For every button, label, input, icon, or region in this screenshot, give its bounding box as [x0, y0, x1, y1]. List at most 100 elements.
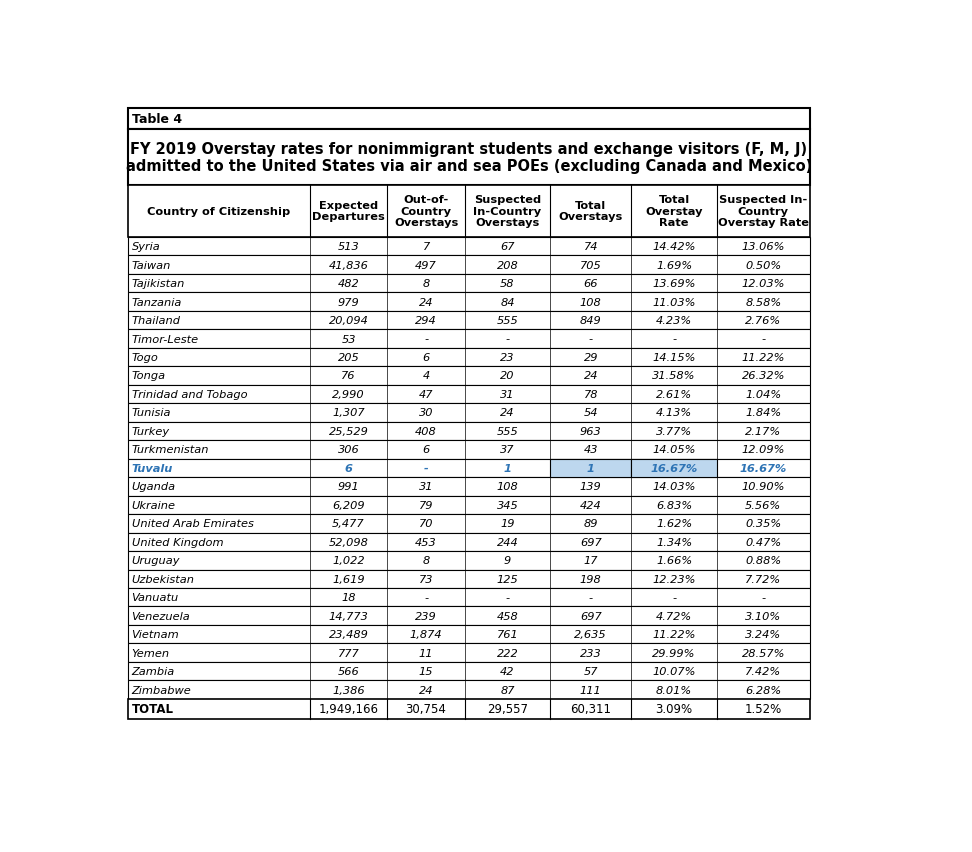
Text: Total
Overstay
Rate: Total Overstay Rate — [645, 195, 703, 228]
Bar — [127, 551, 810, 570]
Text: 73: 73 — [419, 574, 434, 584]
Text: 31: 31 — [501, 389, 515, 400]
Text: 3.24%: 3.24% — [746, 630, 781, 640]
Text: 6.28%: 6.28% — [746, 685, 781, 695]
Text: Uganda: Uganda — [131, 481, 176, 492]
Text: 458: 458 — [497, 611, 518, 621]
Text: 16.67%: 16.67% — [740, 463, 786, 474]
Text: 345: 345 — [497, 500, 518, 510]
Text: Ukraine: Ukraine — [131, 500, 176, 510]
Text: -: - — [424, 463, 429, 474]
Text: 1.62%: 1.62% — [656, 519, 692, 529]
Text: 705: 705 — [580, 261, 602, 270]
Text: 1.66%: 1.66% — [656, 556, 692, 566]
Text: 8: 8 — [423, 279, 430, 289]
Text: 8: 8 — [423, 556, 430, 566]
Text: 1,022: 1,022 — [332, 556, 364, 566]
Text: 2.61%: 2.61% — [656, 389, 692, 400]
Bar — [127, 423, 810, 440]
Text: 566: 566 — [337, 666, 360, 676]
Text: Zambia: Zambia — [131, 666, 175, 676]
Text: Tunisia: Tunisia — [131, 408, 171, 418]
Text: -: - — [672, 592, 677, 602]
Text: Togo: Togo — [131, 353, 158, 363]
Text: 24: 24 — [419, 297, 434, 308]
Text: 233: 233 — [580, 648, 602, 658]
Text: 3.10%: 3.10% — [746, 611, 781, 621]
Text: 31: 31 — [419, 481, 434, 492]
Text: 777: 777 — [337, 648, 360, 658]
Text: 1,307: 1,307 — [332, 408, 364, 418]
Bar — [127, 589, 810, 607]
Text: 849: 849 — [580, 316, 602, 325]
Text: 0.47%: 0.47% — [746, 537, 781, 547]
Text: 1.69%: 1.69% — [656, 261, 692, 270]
Text: Vietnam: Vietnam — [131, 630, 179, 640]
Text: 4: 4 — [423, 371, 430, 381]
Bar — [127, 238, 810, 256]
Bar — [127, 330, 810, 348]
Text: 24: 24 — [419, 685, 434, 695]
Text: 14,773: 14,773 — [329, 611, 368, 621]
Text: 125: 125 — [497, 574, 518, 584]
Text: 1.52%: 1.52% — [745, 703, 781, 716]
Text: 5,477: 5,477 — [332, 519, 364, 529]
Text: 23,489: 23,489 — [329, 630, 368, 640]
Text: United Arab Emirates: United Arab Emirates — [131, 519, 254, 529]
Text: United Kingdom: United Kingdom — [131, 537, 224, 547]
Text: 4.23%: 4.23% — [656, 316, 692, 325]
Text: 497: 497 — [415, 261, 437, 270]
Text: Thailand: Thailand — [131, 316, 181, 325]
Text: Syria: Syria — [131, 242, 160, 252]
Text: 453: 453 — [415, 537, 437, 547]
Text: 11.22%: 11.22% — [742, 353, 784, 363]
Bar — [127, 459, 810, 478]
Text: 4.72%: 4.72% — [656, 611, 692, 621]
Text: 74: 74 — [583, 242, 598, 252]
Bar — [127, 256, 810, 274]
Text: 1,386: 1,386 — [332, 685, 364, 695]
Text: 963: 963 — [580, 426, 602, 436]
Text: 139: 139 — [580, 481, 602, 492]
Bar — [127, 130, 810, 185]
Text: 205: 205 — [337, 353, 360, 363]
Text: 306: 306 — [337, 445, 360, 455]
Text: 979: 979 — [337, 297, 360, 308]
Text: 13.06%: 13.06% — [742, 242, 784, 252]
Text: 111: 111 — [580, 685, 602, 695]
Text: 18: 18 — [341, 592, 356, 602]
Text: 12.03%: 12.03% — [742, 279, 784, 289]
Bar — [127, 108, 810, 130]
Text: 108: 108 — [497, 481, 518, 492]
Bar — [632, 459, 716, 478]
Text: 23: 23 — [501, 353, 515, 363]
Text: Trinidad and Tobago: Trinidad and Tobago — [131, 389, 247, 400]
Text: 43: 43 — [583, 445, 598, 455]
Text: 84: 84 — [501, 297, 515, 308]
Text: Tonga: Tonga — [131, 371, 165, 381]
Text: TOTAL: TOTAL — [131, 703, 174, 716]
Text: 30,754: 30,754 — [405, 703, 446, 716]
Bar — [127, 385, 810, 404]
Text: 8.58%: 8.58% — [746, 297, 781, 308]
Text: 30: 30 — [419, 408, 434, 418]
Text: Turkey: Turkey — [131, 426, 170, 436]
Text: 66: 66 — [583, 279, 598, 289]
Bar — [127, 533, 810, 551]
Bar — [127, 440, 810, 459]
Text: 1.34%: 1.34% — [656, 537, 692, 547]
Text: 14.42%: 14.42% — [652, 242, 696, 252]
Text: Yemen: Yemen — [131, 648, 170, 658]
Text: 513: 513 — [337, 242, 360, 252]
Text: -: - — [761, 334, 765, 344]
Text: 2,635: 2,635 — [574, 630, 608, 640]
Text: Tanzania: Tanzania — [131, 297, 182, 308]
Text: 6: 6 — [345, 463, 353, 474]
Bar — [127, 570, 810, 589]
Text: 1,874: 1,874 — [410, 630, 442, 640]
Text: 79: 79 — [419, 500, 434, 510]
Text: 5.56%: 5.56% — [746, 500, 781, 510]
Bar — [127, 185, 810, 238]
Text: 11.03%: 11.03% — [652, 297, 696, 308]
Text: 28.57%: 28.57% — [742, 648, 784, 658]
